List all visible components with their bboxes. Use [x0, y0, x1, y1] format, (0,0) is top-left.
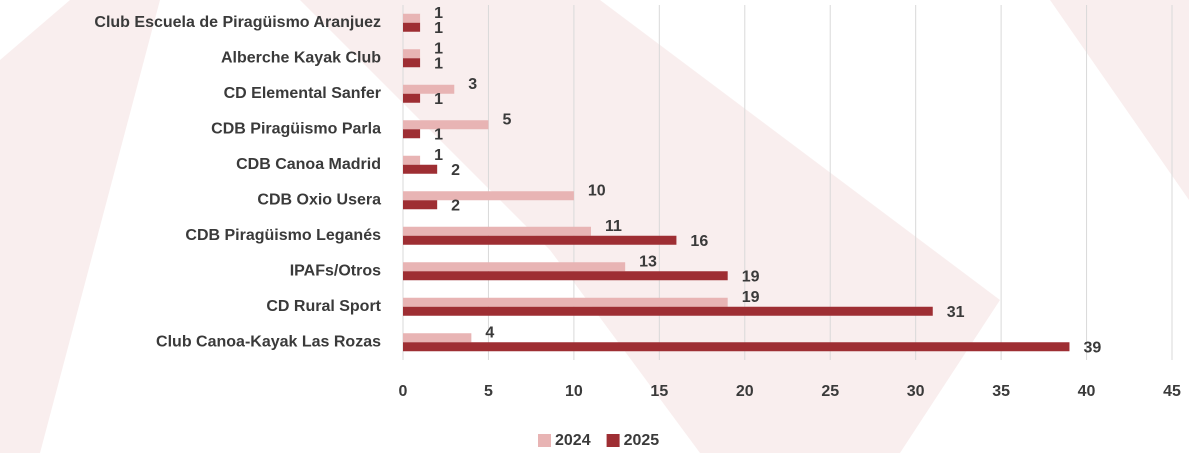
data-label: 2 — [451, 162, 460, 179]
x-tick-label: 40 — [1078, 383, 1096, 400]
bar — [403, 342, 1070, 352]
y-tick-label: IPAFs/Otros — [290, 262, 381, 279]
bar — [403, 306, 933, 316]
x-tick-label: 35 — [992, 383, 1010, 400]
data-label: 13 — [639, 253, 657, 270]
legend-swatch — [606, 434, 620, 447]
x-tick-label: 45 — [1163, 383, 1181, 400]
y-tick-label: CD Elemental Sanfer — [224, 85, 381, 102]
y-tick-label: Club Escuela de Piragüismo Aranjuez — [94, 14, 381, 31]
data-label: 1 — [434, 20, 443, 37]
data-label: 31 — [947, 304, 965, 321]
data-label: 1 — [434, 126, 443, 143]
data-label: 2 — [451, 197, 460, 214]
bar — [403, 226, 591, 236]
bar — [403, 129, 421, 139]
y-tick-label: Alberche Kayak Club — [221, 49, 381, 66]
x-tick-label: 15 — [650, 383, 668, 400]
data-label: 19 — [742, 268, 760, 285]
data-label: 1 — [434, 55, 443, 72]
bar — [403, 155, 421, 165]
data-label: 3 — [468, 76, 477, 93]
bar — [403, 333, 472, 343]
data-label: 1 — [434, 91, 443, 108]
y-tick-label: CDB Piragüismo Leganés — [185, 227, 381, 244]
data-label: 1 — [434, 147, 443, 164]
bar — [403, 200, 438, 210]
bar — [403, 120, 489, 130]
data-label: 4 — [485, 324, 494, 341]
data-label: 11 — [605, 218, 622, 235]
bar — [403, 271, 728, 281]
x-tick-label: 30 — [907, 383, 925, 400]
bar — [403, 262, 626, 272]
bar — [403, 297, 728, 307]
bar — [403, 58, 421, 68]
bar — [403, 13, 421, 23]
x-tick-label: 0 — [399, 383, 408, 400]
data-label: 39 — [1083, 339, 1101, 356]
bar — [403, 22, 421, 32]
bar — [403, 235, 677, 245]
y-tick-label: CDB Canoa Madrid — [236, 156, 381, 173]
bar — [403, 93, 421, 103]
x-tick-label: 25 — [821, 383, 839, 400]
bar — [403, 84, 455, 94]
y-tick-label: CDB Oxio Usera — [257, 191, 381, 208]
data-label: 19 — [742, 289, 760, 306]
y-tick-label: CDB Piragüismo Parla — [211, 120, 381, 137]
data-label: 1 — [434, 40, 443, 57]
y-tick-label: CD Rural Sport — [266, 298, 381, 315]
bar — [403, 191, 574, 201]
x-tick-label: 20 — [736, 383, 754, 400]
bar — [403, 164, 438, 174]
data-label: 1 — [434, 5, 443, 22]
data-label: 16 — [690, 233, 708, 250]
legend-swatch — [538, 434, 551, 447]
y-tick-label: Club Canoa-Kayak Las Rozas — [156, 333, 381, 350]
data-label: 10 — [588, 182, 606, 199]
x-tick-label: 5 — [484, 383, 493, 400]
data-label: 5 — [502, 111, 511, 128]
bar — [403, 49, 421, 59]
legend-label: 2024 — [555, 432, 591, 449]
x-tick-label: 10 — [565, 383, 583, 400]
legend-label: 2025 — [624, 432, 660, 449]
